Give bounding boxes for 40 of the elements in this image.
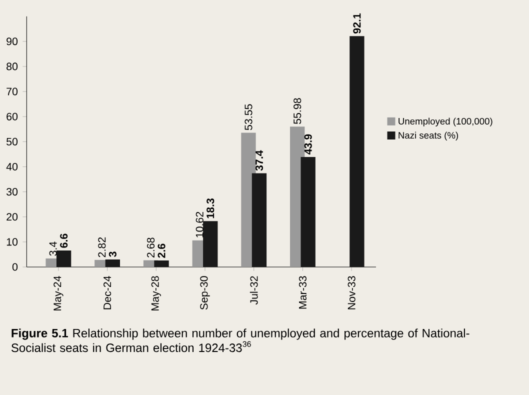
x-tick-label: Mar-33 [298,276,306,309]
legend-label: Unemployed (100,000) [398,118,492,126]
bar [350,36,364,267]
y-tick-label: 10 [6,238,18,246]
x-tick-label: Sep-30 [200,276,210,310]
data-label: 3.4 [49,242,57,256]
data-label: 2.82 [98,237,106,258]
y-tick-label: 50 [6,138,18,146]
y-tick-label: 60 [6,112,18,120]
bar [203,221,218,267]
x-tick-label: May-28 [151,276,161,310]
data-label: 10.62 [196,212,204,238]
bar [56,250,72,267]
legend-label: Nazi seats (%) [398,132,458,140]
data-label: 92.1 [353,13,361,34]
data-label: 18.3 [206,198,214,218]
data-label: 37.4 [255,150,264,171]
y-tick-label: 70 [6,88,18,96]
data-label: 3 [108,252,116,257]
x-tick-label: Jul-32 [250,276,258,305]
data-label: 43.9 [304,134,312,155]
text: Figure 5.1 Relationship between number of unemployed and percentage of National-Socialist seats in German election 1924-33$^{36}$ [11,328,470,352]
y-tick-label: 90 [6,38,18,46]
y-tick-label: 0 [12,263,18,271]
y-tick-label: 40 [6,162,18,170]
data-label: 6.6 [60,234,68,248]
data-label: 2.6 [158,244,166,258]
data-label: 53.55 [244,104,252,130]
x-tick-label: Dec-24 [104,276,112,310]
bar [105,259,120,267]
y-tick-label: 20 [6,213,18,221]
y-tick-label: 30 [6,188,18,196]
bar [154,260,169,267]
data-label: 55.98 [294,98,302,124]
x-tick-label: Nov-33 [348,276,356,310]
bar [300,156,316,267]
data-label: 2.68 [147,238,155,258]
x-tick-label: May-24 [54,276,64,310]
bar [252,173,267,267]
y-tick-label: 80 [6,62,18,70]
